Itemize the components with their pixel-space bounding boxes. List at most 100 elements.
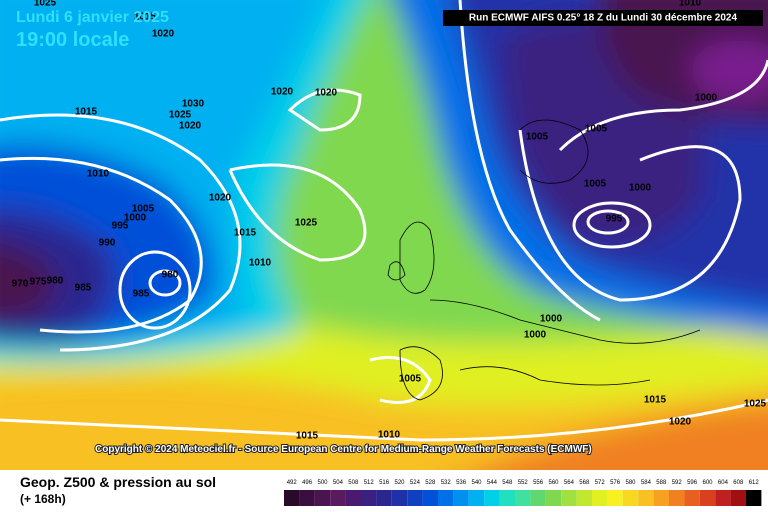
scale-label: 516 [379, 480, 390, 486]
isobar-label: 1015 [296, 431, 319, 442]
scale-label: 492 [287, 480, 298, 486]
scale-swatch [715, 490, 731, 506]
isobars [0, 0, 768, 440]
scale-swatch [622, 490, 639, 506]
isobar-label: 1000 [629, 183, 652, 194]
scale-label: 560 [548, 480, 559, 486]
scale-label: 512 [364, 480, 375, 486]
isobar-label: 995 [112, 221, 129, 232]
scale-label: 596 [687, 480, 698, 486]
scale-label: 600 [702, 480, 713, 486]
isobar-label: 1020 [271, 87, 294, 98]
scale-swatch [391, 490, 408, 506]
isobar-label: 1010 [87, 169, 110, 180]
scale-label: 552 [518, 480, 529, 486]
isobar-label: 1010 [679, 0, 702, 9]
isobar-label: 970 [12, 279, 29, 290]
scale-swatch [746, 490, 762, 506]
scale-label: 528 [425, 480, 436, 486]
isobar-label: 975 [30, 277, 47, 288]
run-box [443, 10, 763, 26]
scale-label: 608 [733, 480, 744, 486]
z500-field [0, 0, 768, 500]
isobar-label: 1025 [34, 0, 57, 9]
scale-label: 588 [656, 480, 667, 486]
scale-swatch [407, 490, 423, 506]
isobar-label: 1000 [124, 213, 147, 224]
scale-swatch [730, 490, 746, 506]
date: Lundi 6 janvier 2025 [16, 9, 169, 26]
scale-swatch [314, 490, 331, 506]
isobar-label: 1025 [169, 110, 192, 121]
scale-swatch [376, 490, 392, 506]
scale-label: 548 [502, 480, 513, 486]
isobar-label: 1025 [295, 218, 318, 229]
scale-label: 524 [410, 480, 421, 486]
scale-swatch [561, 490, 577, 506]
footer-title: Geop. Z500 & pression au sol [20, 474, 216, 490]
scale-swatch [653, 490, 669, 506]
isobar-label: 1005 [585, 124, 608, 135]
scale-label: 564 [564, 480, 575, 486]
scale-swatch [530, 490, 546, 506]
scale-label: 584 [641, 480, 652, 486]
scale-label: 496 [302, 480, 313, 486]
isobar-label: 1025 [744, 399, 767, 410]
scale-label: 508 [348, 480, 359, 486]
forecast-lead: (+ 168h) [20, 492, 66, 506]
scale-swatch [669, 490, 685, 506]
scale-swatch [438, 490, 454, 506]
isobar-label: 1000 [695, 93, 718, 104]
isobar-label: 1020 [669, 417, 692, 428]
isobar-label: 1015 [134, 12, 157, 23]
scale-label: 536 [456, 480, 467, 486]
isobar-label: 1005 [526, 132, 549, 143]
isobar-label: 1005 [584, 179, 607, 190]
scale-label: 592 [672, 480, 683, 486]
scale-swatch [592, 490, 608, 506]
scale-label: 572 [595, 480, 606, 486]
isobar-label: 980 [47, 276, 64, 287]
scale-label: 500 [317, 480, 328, 486]
isobar-label: 1000 [540, 314, 563, 325]
color-scale: 492 496 500 504 508 512 516 520 524 528 532 536 540 5… [284, 480, 762, 506]
isobar-label: 1005 [132, 204, 155, 215]
scale-swatch [422, 490, 438, 506]
scale-label: 604 [718, 480, 729, 486]
scale-label: 580 [625, 480, 636, 486]
scale-swatch [484, 490, 500, 506]
scale-label: 520 [394, 480, 405, 486]
scale-swatch [684, 490, 700, 506]
scale-swatch [576, 490, 592, 506]
isobar-label: 1010 [378, 430, 401, 441]
isobar-label: 1020 [152, 29, 175, 40]
scale-swatch [330, 490, 346, 506]
scale-swatch [515, 490, 531, 506]
isobar-label: 1020 [209, 193, 232, 204]
scale-label: 612 [749, 480, 760, 486]
scale-label: 556 [533, 480, 544, 486]
isobar-label: 1000 [524, 330, 547, 341]
isobar-label: 985 [75, 283, 92, 294]
scale-swatch [284, 490, 300, 506]
isobar-label: 1015 [75, 107, 98, 118]
scale-label: 504 [333, 480, 344, 486]
isobar-label: 995 [606, 214, 623, 225]
scale-label: 544 [487, 480, 498, 486]
scale-swatch [453, 490, 469, 506]
scale-label: 540 [471, 480, 482, 486]
isobar-label: 1005 [399, 374, 422, 385]
scale-swatch [361, 490, 377, 506]
copyright: Copyright © 2024 Meteociel.fr - Source E… [95, 444, 592, 455]
scale-swatch [468, 490, 485, 506]
scale-swatch [299, 490, 315, 506]
isobar-label: 1015 [234, 228, 257, 239]
isobar-label: 990 [99, 238, 116, 249]
isobar-label: 1030 [182, 99, 205, 110]
isobar-label: 1010 [249, 258, 272, 269]
isobar-label: 980 [162, 270, 179, 281]
run-info: Run ECMWF AIFS 0.25° 18 Z du Lundi 30 dé… [469, 13, 738, 24]
isobar-label: 1020 [179, 121, 202, 132]
